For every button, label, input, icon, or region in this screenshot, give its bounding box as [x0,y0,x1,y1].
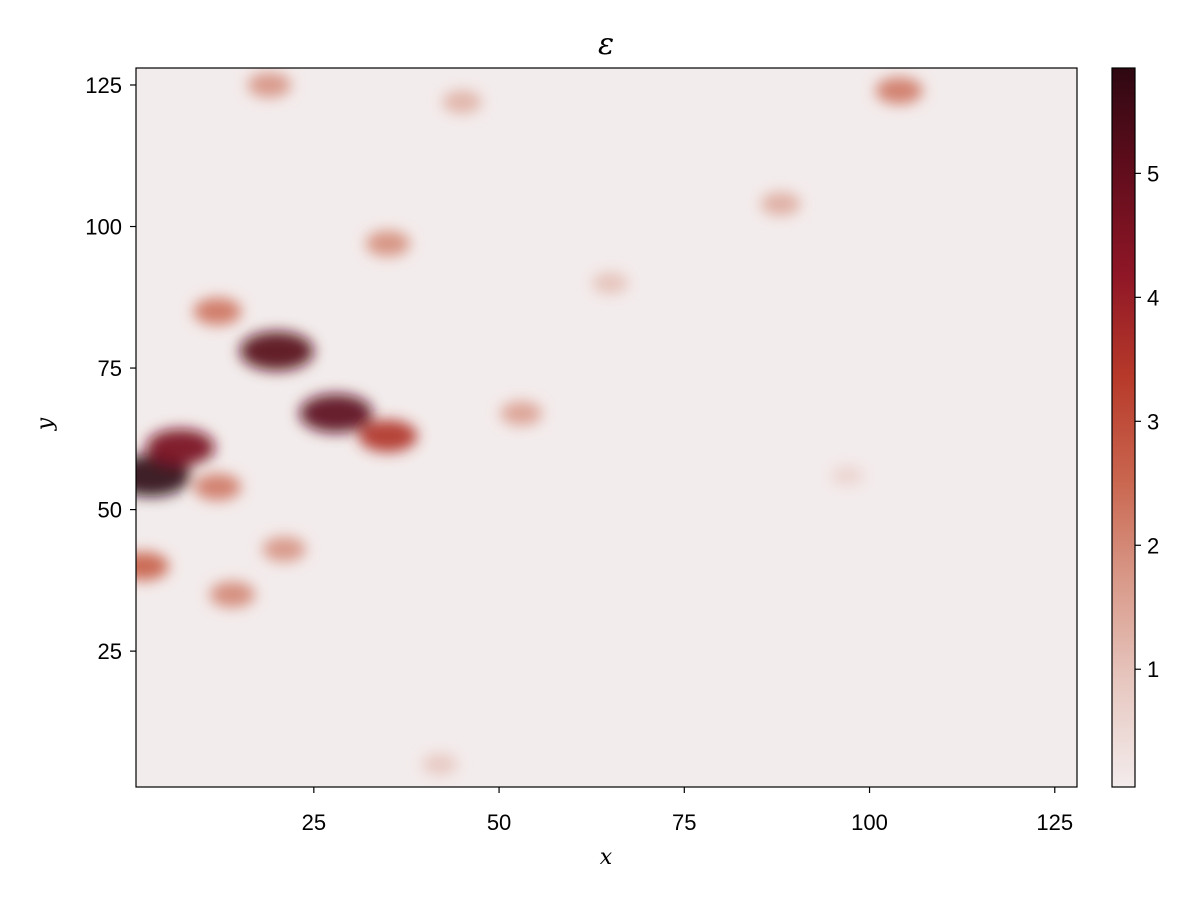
heatmap-cell [500,401,543,426]
x-tick-label: 75 [672,810,696,835]
y-tick-label: 100 [85,215,122,240]
heatmap-cell [358,419,418,453]
heatmap-cell [262,536,307,562]
heatmap-cell [239,331,314,371]
heatmap-cell [365,230,411,257]
heatmap-cell [875,77,923,105]
colorbar-tick-label: 5 [1147,161,1159,186]
y-tick-label: 50 [98,498,122,523]
y-tick-label: 125 [85,73,122,98]
colorbar-tick-label: 4 [1147,285,1159,310]
y-tick-label: 25 [98,639,122,664]
heatmap-cell [193,297,242,326]
heatmap-cell [421,753,458,776]
heatmap-cell [299,393,373,433]
heatmap-cell [193,473,242,501]
x-axis: 25 50 75 100 125 [302,787,1073,835]
heatmap-cell [830,465,864,486]
plot-frame [135,67,1078,788]
y-tick-label: 75 [98,356,122,381]
heatmap-cell [442,90,482,114]
x-tick-label: 50 [487,810,511,835]
x-tick-label: 25 [302,810,326,835]
heatmap-cell [591,272,629,295]
colorbar: 1 2 3 4 5 [1111,67,1159,788]
heatmap-cell [136,551,169,581]
x-tick-label: 125 [1036,810,1073,835]
heatmap-cell [247,72,292,98]
x-axis-label: x [600,845,613,870]
heatmap-cell [760,192,801,216]
colorbar-gradient [1112,68,1135,787]
colorbar-tick-label: 3 [1147,409,1159,434]
heatmap-cell [146,428,215,466]
heatmap-background [136,68,1077,787]
chart-title: ε [598,27,614,62]
y-axis: 25 50 75 100 125 [85,73,136,664]
colorbar-tick-label: 1 [1147,657,1159,682]
x-tick-label: 100 [851,810,888,835]
colorbar-frame [1111,67,1136,788]
heatmap-cell [209,581,256,608]
heatmap [136,68,1077,787]
colorbar-tick-label: 2 [1147,533,1159,558]
y-axis-label: y [33,417,58,431]
